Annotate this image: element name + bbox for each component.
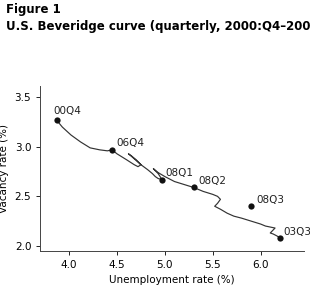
Text: 08Q2: 08Q2 (198, 176, 226, 186)
Text: 08Q3: 08Q3 (256, 195, 284, 205)
Text: Figure 1: Figure 1 (6, 3, 61, 16)
Text: 06Q4: 06Q4 (116, 138, 144, 148)
Text: U.S. Beveridge curve (quarterly, 2000:Q4–2008:Q3): U.S. Beveridge curve (quarterly, 2000:Q4… (6, 20, 310, 33)
Text: 00Q4: 00Q4 (54, 106, 82, 116)
Text: 08Q1: 08Q1 (166, 168, 194, 178)
Y-axis label: Vacancy rate (%): Vacancy rate (%) (0, 124, 9, 213)
Text: 03Q3: 03Q3 (284, 227, 310, 237)
X-axis label: Unemployment rate (%): Unemployment rate (%) (109, 275, 235, 285)
